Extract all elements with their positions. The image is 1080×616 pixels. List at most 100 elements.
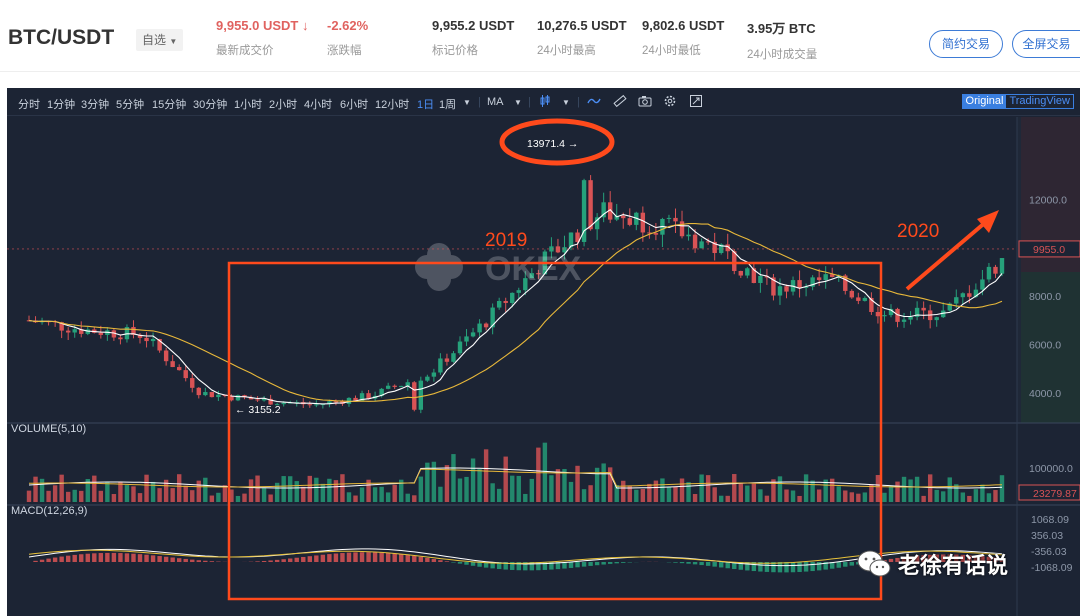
price-axis-label: 6000.0 <box>1029 340 1061 352</box>
macd-bar <box>105 552 110 562</box>
indicator-ma-button[interactable]: MA <box>487 96 504 108</box>
candle-body <box>771 277 776 296</box>
volume-bar <box>640 488 646 502</box>
candle-body <box>549 246 554 252</box>
interval-1w[interactable]: 1周 <box>439 99 457 111</box>
low-label: 24小时最低 <box>642 45 701 57</box>
volume-bar <box>124 485 130 502</box>
macd-bar <box>385 553 391 562</box>
interval-1m[interactable]: 1分钟 <box>47 99 76 111</box>
macd-bar <box>477 562 482 567</box>
volume-bar <box>183 485 188 502</box>
dropdown-icon[interactable]: ▼ <box>463 98 471 107</box>
macd-bar <box>503 562 508 570</box>
interval-4h[interactable]: 4小时 <box>304 99 333 111</box>
interval-12h[interactable]: 12小时 <box>375 99 410 111</box>
macd-bar <box>908 556 913 562</box>
candle-body <box>131 327 136 335</box>
camera-icon[interactable] <box>638 94 652 108</box>
interval-2h[interactable]: 2小时 <box>269 99 298 111</box>
volume-bar <box>947 477 952 502</box>
volume-bar <box>59 474 64 502</box>
volume-bar <box>72 489 77 502</box>
candle-body <box>98 332 104 335</box>
candle-body <box>327 401 332 405</box>
price-axis-label: 4000.0 <box>1029 388 1061 400</box>
interval-30m[interactable]: 30分钟 <box>193 99 228 111</box>
volume-bar <box>607 467 613 502</box>
settings-gear-icon[interactable] <box>663 94 677 108</box>
candle-body <box>823 274 828 281</box>
candle-body <box>888 308 894 316</box>
interval-tick[interactable]: 分时 <box>18 99 40 111</box>
fullscreen-trade-button[interactable]: 全屏交易 <box>1012 30 1080 58</box>
volume-bar <box>843 490 848 502</box>
macd-bar <box>568 562 574 568</box>
candle-body <box>496 300 502 308</box>
kline-chart[interactable]: 12000.010000.08000.06000.04000.09月10月11月… <box>7 117 1080 616</box>
okex-logo-dot <box>439 255 463 279</box>
macd-bar <box>85 553 90 562</box>
interval-5m[interactable]: 5分钟 <box>116 99 145 111</box>
macd-bar <box>33 560 38 562</box>
volume-bar <box>529 478 535 502</box>
macd-bar <box>523 562 528 571</box>
low-price-label: ← 3155.2 <box>235 404 281 416</box>
volume-bar <box>921 495 926 502</box>
candle-type-icon[interactable] <box>538 94 552 108</box>
candle-body <box>673 217 678 222</box>
volume-bar <box>438 486 443 502</box>
indicator-dropdown-icon[interactable]: ▼ <box>514 98 522 107</box>
interval-1h[interactable]: 1小时 <box>234 99 263 111</box>
low-stat: 9,802.6 USDT 24小时最低 <box>642 18 724 58</box>
macd-bar <box>255 561 260 562</box>
fullscreen-icon[interactable] <box>689 94 703 108</box>
divider: | <box>478 96 481 108</box>
volume-bar <box>725 495 730 502</box>
view-original-button[interactable]: Original <box>962 95 1007 108</box>
macd-bar <box>281 559 286 562</box>
interval-3m[interactable]: 3分钟 <box>81 99 110 111</box>
macd-bar <box>72 554 77 562</box>
candle-body <box>999 258 1005 274</box>
candle-body <box>751 268 757 283</box>
interval-1d[interactable]: 1日 <box>417 99 435 111</box>
interval-15m[interactable]: 15分钟 <box>152 99 187 111</box>
macd-bar <box>268 560 273 562</box>
volume-bar <box>359 487 365 502</box>
line-icon[interactable] <box>587 94 601 108</box>
interval-6h[interactable]: 6小时 <box>340 99 369 111</box>
volume-bar <box>118 481 123 502</box>
macd-bar <box>163 556 169 562</box>
ruler-icon[interactable] <box>613 94 627 108</box>
macd-bar <box>301 556 306 562</box>
ma-slow-line <box>28 223 1003 403</box>
high-value: 10,276.5 USDT <box>537 18 627 33</box>
view-switch: Original TradingView <box>961 94 1074 109</box>
annotation-2019-box <box>227 261 883 601</box>
macd-bar <box>346 552 352 562</box>
volume-bar <box>333 480 339 502</box>
change-stat: -2.62% 涨跌幅 <box>327 18 368 58</box>
candle-body <box>797 280 802 288</box>
volume-bar <box>314 477 319 502</box>
candle-body <box>849 290 855 298</box>
volume-bar <box>771 479 776 502</box>
simple-trade-button[interactable]: 简约交易 <box>929 30 1003 58</box>
view-tradingview-button[interactable]: TradingView <box>1009 95 1070 107</box>
macd-bar <box>457 562 463 564</box>
volume-bar <box>26 490 32 502</box>
volume-bar <box>594 467 600 502</box>
chart-container: 分时 1分钟 3分钟 5分钟 15分钟 30分钟 1小时 2小时 4小时 6小时… <box>7 88 1080 616</box>
candle-body <box>568 232 574 248</box>
favorite-dropdown[interactable]: 自选 ▼ <box>136 29 184 51</box>
macd-bar <box>803 562 809 572</box>
candle-body <box>196 387 201 396</box>
macd-bar <box>137 554 143 562</box>
macd-bar <box>790 562 796 573</box>
macd-bar <box>529 562 535 571</box>
candle-dropdown-icon[interactable]: ▼ <box>562 98 570 107</box>
macd-bar <box>738 562 743 570</box>
macd-bar <box>927 554 933 562</box>
volume-bar <box>568 481 574 502</box>
